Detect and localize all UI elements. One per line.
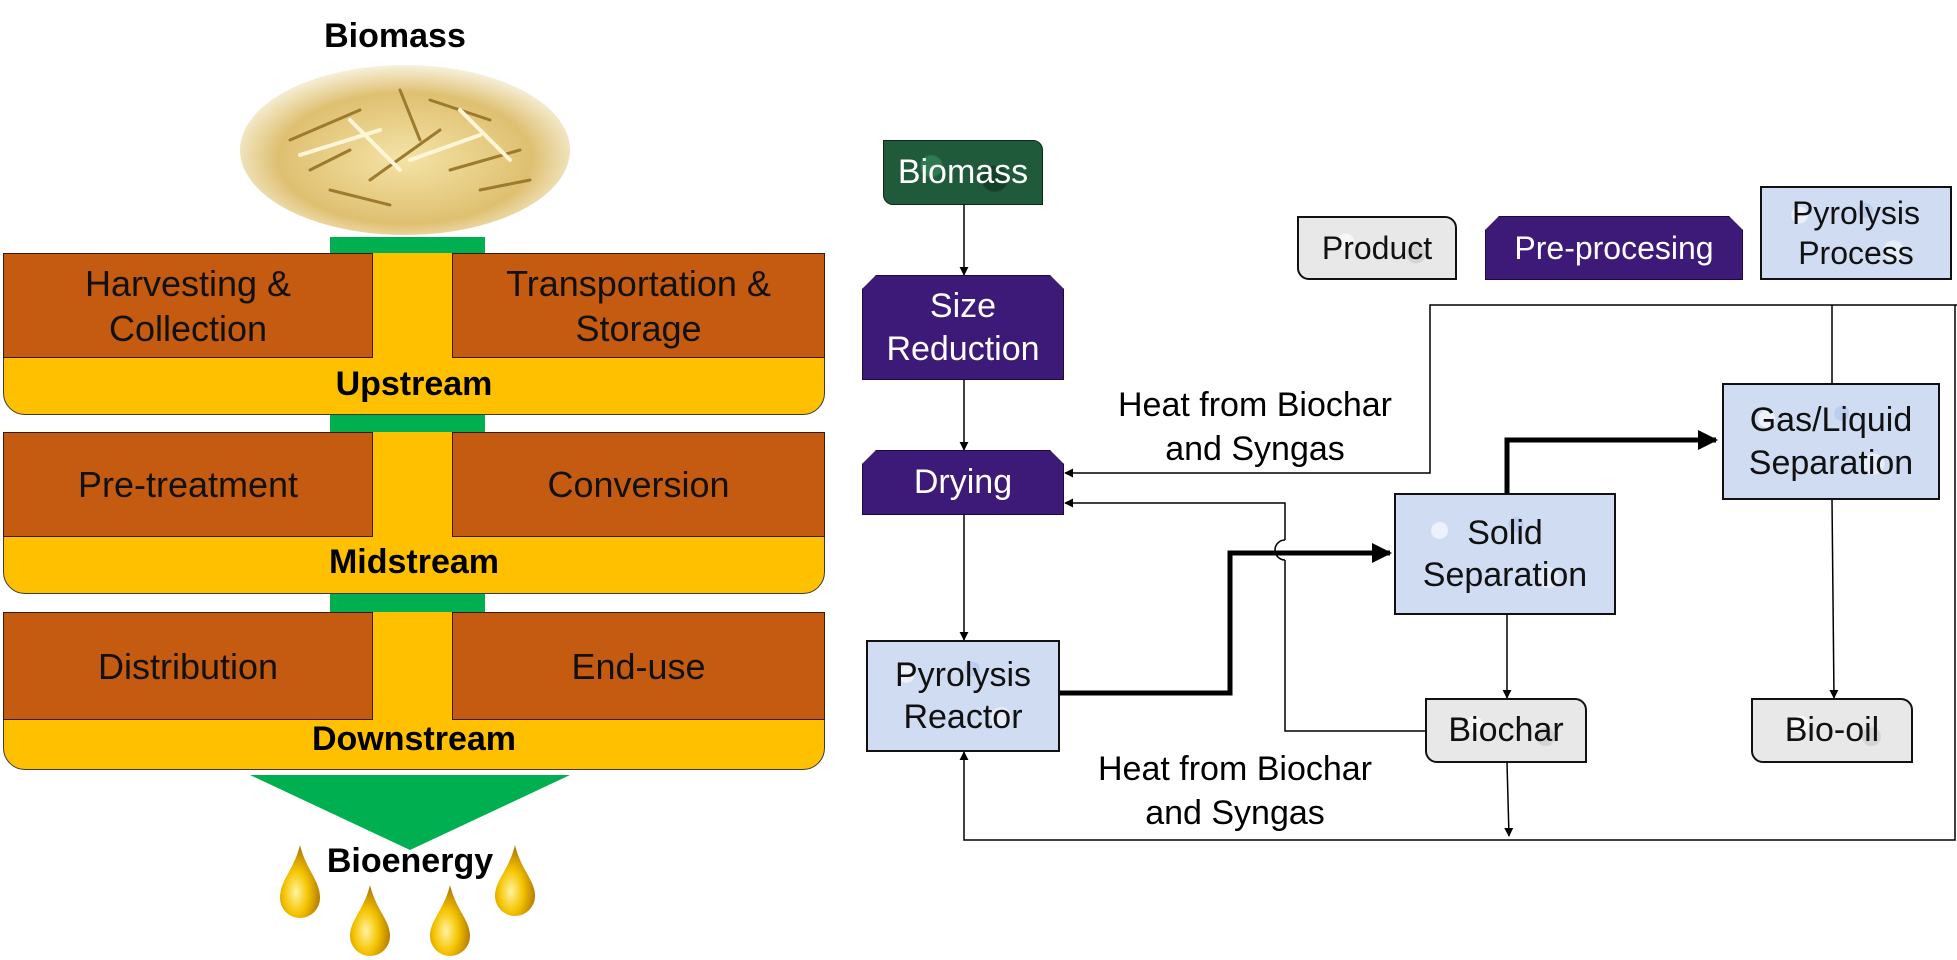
heat-note-bottom: Heat from Biochar and Syngas — [1098, 750, 1372, 833]
legend-preprocessing: Pre-procesing — [1485, 216, 1743, 280]
midstream-label: Midstream — [328, 543, 500, 581]
gas-liquid-separation-node: Gas/Liquid Separation — [1722, 383, 1940, 500]
legend-product: Product — [1297, 216, 1457, 280]
pre-treatment-box: Pre-treatment — [3, 432, 373, 537]
solid-separation-node: Solid Separation — [1394, 493, 1616, 615]
distribution-box: Distribution — [3, 612, 373, 720]
bioenergy-arrow — [250, 775, 570, 850]
harvesting-collection-box: Harvesting & Collection — [3, 253, 373, 358]
downstream-spine-fill — [372, 612, 452, 722]
biochar-node: Biochar — [1425, 698, 1587, 763]
upstream-label: Upstream — [335, 365, 493, 403]
heat-note-top: Heat from Biochar and Syngas — [1118, 386, 1392, 469]
biomass-node: Biomass — [883, 140, 1043, 205]
bio-oil-node: Bio-oil — [1751, 698, 1913, 763]
upstream-spine-fill — [372, 253, 452, 363]
legend-pyrolysis-process: Pyrolysis Process — [1760, 186, 1952, 280]
biomass-title: Biomass — [324, 17, 466, 55]
transportation-storage-box: Transportation & Storage — [452, 253, 825, 358]
size-reduction-node: Size Reduction — [862, 275, 1064, 380]
conversion-box: Conversion — [452, 432, 825, 537]
end-use-box: End-use — [452, 612, 825, 720]
midstream-spine-fill — [372, 432, 452, 542]
fuel-droplets-icon — [280, 845, 535, 956]
wood-chips-image — [240, 65, 570, 235]
drying-node: Drying — [862, 450, 1064, 515]
pyrolysis-reactor-node: Pyrolysis Reactor — [866, 640, 1060, 752]
bioenergy-label: Bioenergy — [326, 842, 494, 880]
downstream-label: Downstream — [311, 720, 517, 758]
